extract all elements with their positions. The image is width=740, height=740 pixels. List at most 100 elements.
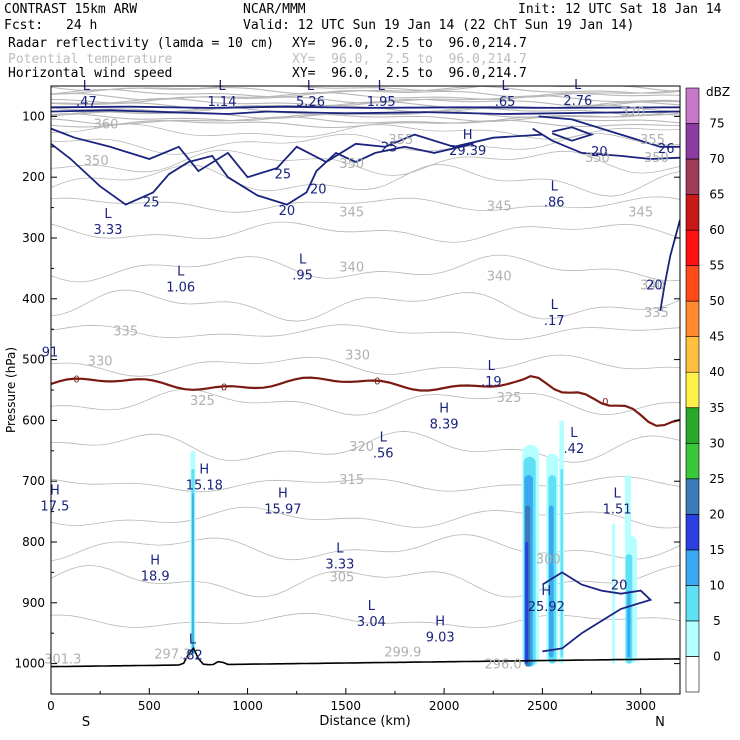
y-tick-label: 900	[22, 596, 45, 610]
colorbar-swatch	[685, 442, 700, 480]
extremum-value: 3.04	[357, 615, 386, 630]
wind-label: 25	[381, 141, 398, 156]
colorbar-swatch	[685, 229, 700, 266]
theta-label: 350	[585, 151, 610, 166]
theta-label: 330	[345, 349, 370, 364]
extremum-value: .56	[373, 447, 394, 462]
theta-label: 355	[388, 133, 413, 148]
colorbar-unit: dBZ	[706, 85, 730, 99]
freezing-level	[51, 374, 680, 427]
extremum-marker: L2.76	[563, 78, 592, 109]
theta-surface-label: 296.0	[484, 658, 521, 673]
y-tick-label: 500	[22, 353, 45, 367]
reflectivity-cell	[612, 523, 616, 664]
extremum-value: .19	[481, 375, 502, 390]
colorbar-level-label: 60	[709, 223, 724, 237]
colorbar-level-label: 0	[713, 650, 721, 664]
theta-isentrope	[51, 221, 680, 243]
field-theta-name: Potential temperature	[8, 52, 173, 67]
reflectivity-cell	[525, 542, 529, 664]
theta-isentrope	[51, 196, 680, 213]
colorbar-swatch	[685, 620, 700, 657]
theta-label: 340	[487, 270, 512, 285]
theta-isentrope	[51, 506, 680, 529]
low-marker: L	[551, 298, 559, 313]
high-marker: H	[435, 614, 445, 629]
freezing-level-label: 0	[602, 397, 608, 408]
theta-surface-label: 301.3	[44, 653, 81, 668]
extremum-marker: L1.06	[166, 265, 195, 296]
extremum-marker: H9.03	[426, 614, 455, 645]
contour-labels: 370 360 355 355 350 350 350 350 345 345 345 340 340 3…	[40, 78, 674, 673]
extremum-value: 1.51	[603, 503, 632, 518]
extremum-value: 1.14	[208, 95, 237, 110]
low-marker: L	[307, 79, 315, 94]
extremum-marker: L.17	[544, 298, 565, 329]
colorbar-level-label: 5	[713, 614, 721, 628]
fcst-label: Fcst:	[4, 18, 44, 33]
x-tick-label: 3000	[625, 699, 656, 713]
colorbar-level-label: 75	[709, 117, 724, 131]
theta-label: 360	[94, 118, 119, 133]
wind-label: 20	[591, 145, 608, 160]
colorbar-swatch	[685, 407, 700, 444]
colorbar-level-label: 40	[709, 365, 724, 379]
extremum-value: 9.03	[426, 630, 455, 645]
theta-isentrope	[51, 164, 680, 197]
y-tick-label: 1000	[14, 657, 45, 671]
theta-label: 335	[644, 306, 669, 321]
freezing-level-label: 0	[221, 382, 227, 393]
extremum-marker: L.56	[373, 431, 394, 462]
theta-isentrope	[51, 612, 680, 628]
low-marker: L	[380, 431, 388, 446]
extremum-value: 29.39	[449, 144, 486, 159]
extremum-marker: L.19	[481, 359, 502, 390]
theta-label: 320	[349, 440, 374, 455]
extremum-value: 1.06	[166, 281, 195, 296]
theta-isentrope	[51, 388, 680, 416]
theta-isentrope	[51, 354, 680, 377]
theta-label: 345	[487, 200, 512, 215]
low-marker: L	[570, 426, 578, 441]
low-marker: L	[378, 79, 386, 94]
reflectivity-fills	[190, 420, 637, 667]
extremum-marker: L.47	[76, 79, 97, 110]
colorbar-level-label: 35	[709, 401, 724, 415]
extremum-value: .82	[182, 649, 203, 664]
colorbar-swatch	[685, 158, 700, 195]
colorbar-level-label: 25	[709, 472, 724, 486]
theta-label: 350	[84, 154, 109, 169]
extremum-marker: L.65	[495, 79, 516, 110]
x-tick-label: 1500	[331, 699, 362, 713]
extremum-marker: L.95	[292, 253, 313, 284]
freezing-level-line	[51, 374, 680, 427]
extremum-value: 3.33	[94, 223, 123, 238]
theta-isentrope	[51, 534, 680, 562]
colorbar-swatch	[685, 514, 700, 551]
colorbar-level-label: 45	[709, 330, 724, 344]
x-tick-label: 1000	[232, 699, 263, 713]
wind-label: 20	[310, 183, 327, 198]
extremum-marker: L5.26	[296, 79, 325, 110]
colorbar-level-label: 10	[709, 578, 724, 592]
extremum-value: 15.18	[186, 478, 223, 493]
theta-label: 325	[190, 394, 215, 409]
extremum-value: 2.76	[563, 94, 592, 109]
reflectivity-cell	[548, 505, 554, 658]
extremum-value: 1.95	[367, 95, 396, 110]
theta-label: 340	[640, 279, 665, 294]
wind-isotach	[541, 571, 653, 653]
colorbar-swatch	[685, 87, 700, 124]
low-marker: L	[488, 359, 496, 374]
extremum-marker: L1.51	[603, 487, 632, 518]
y-tick-label: 100	[22, 109, 45, 123]
theta-label: 350	[644, 151, 669, 166]
extremum-value: 8.39	[430, 418, 459, 433]
high-marker: H	[463, 128, 473, 143]
colorbar-swatch	[685, 371, 700, 409]
low-marker: L	[368, 599, 376, 614]
wind-contours	[51, 105, 680, 653]
wind-isotach	[51, 142, 474, 206]
theta-isentrope	[51, 116, 680, 125]
theta-label: 345	[339, 206, 364, 221]
